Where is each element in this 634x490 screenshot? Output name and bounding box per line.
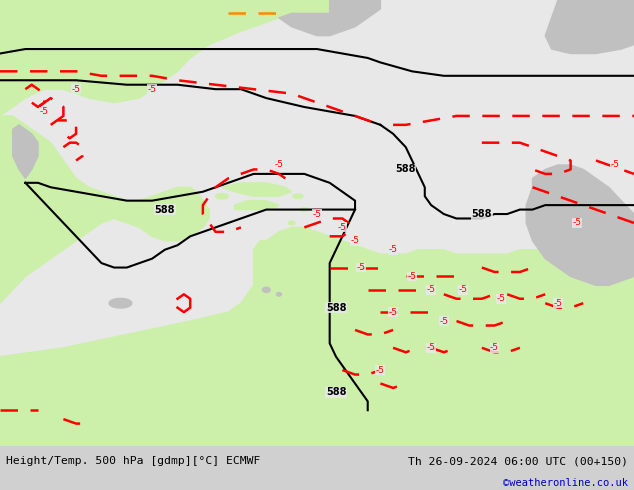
Polygon shape [222,183,292,196]
Polygon shape [293,194,303,198]
Text: -5: -5 [148,85,157,94]
Polygon shape [276,293,281,296]
Text: -5: -5 [496,294,505,303]
Text: -5: -5 [553,299,562,308]
Text: Th 26-09-2024 06:00 UTC (00+150): Th 26-09-2024 06:00 UTC (00+150) [408,456,628,466]
Polygon shape [109,298,132,308]
Text: -5: -5 [439,317,448,325]
Text: 588: 588 [155,204,175,215]
Text: -5: -5 [313,210,321,219]
Text: -5: -5 [408,272,417,281]
Text: -5: -5 [275,161,283,170]
Polygon shape [235,201,279,210]
Text: -5: -5 [611,161,619,170]
Text: -5: -5 [40,107,49,116]
Polygon shape [279,0,380,36]
Text: -5: -5 [338,223,347,232]
Text: -5: -5 [389,245,398,254]
Text: -5: -5 [427,285,436,294]
Text: -5: -5 [573,219,581,227]
Polygon shape [262,287,270,293]
Polygon shape [526,165,634,285]
Text: 588: 588 [326,388,346,397]
Polygon shape [288,221,295,225]
Text: -5: -5 [389,308,398,317]
Text: ©weatheronline.co.uk: ©weatheronline.co.uk [503,478,628,489]
Text: -5: -5 [490,343,499,352]
Polygon shape [545,0,634,53]
Text: 588: 588 [326,303,346,313]
Text: -5: -5 [351,236,359,245]
Text: -5: -5 [357,263,366,272]
Polygon shape [301,208,308,211]
Text: 588: 588 [472,209,492,219]
Text: -5: -5 [72,85,81,94]
Text: -5: -5 [427,343,436,352]
Polygon shape [216,194,228,199]
Text: 588: 588 [396,165,416,174]
Polygon shape [0,227,634,446]
Text: -5: -5 [458,285,467,294]
Polygon shape [0,0,330,116]
Polygon shape [0,116,209,303]
Text: Height/Temp. 500 hPa [gdmp][°C] ECMWF: Height/Temp. 500 hPa [gdmp][°C] ECMWF [6,456,261,466]
Text: -5: -5 [376,366,385,374]
Polygon shape [13,125,38,178]
